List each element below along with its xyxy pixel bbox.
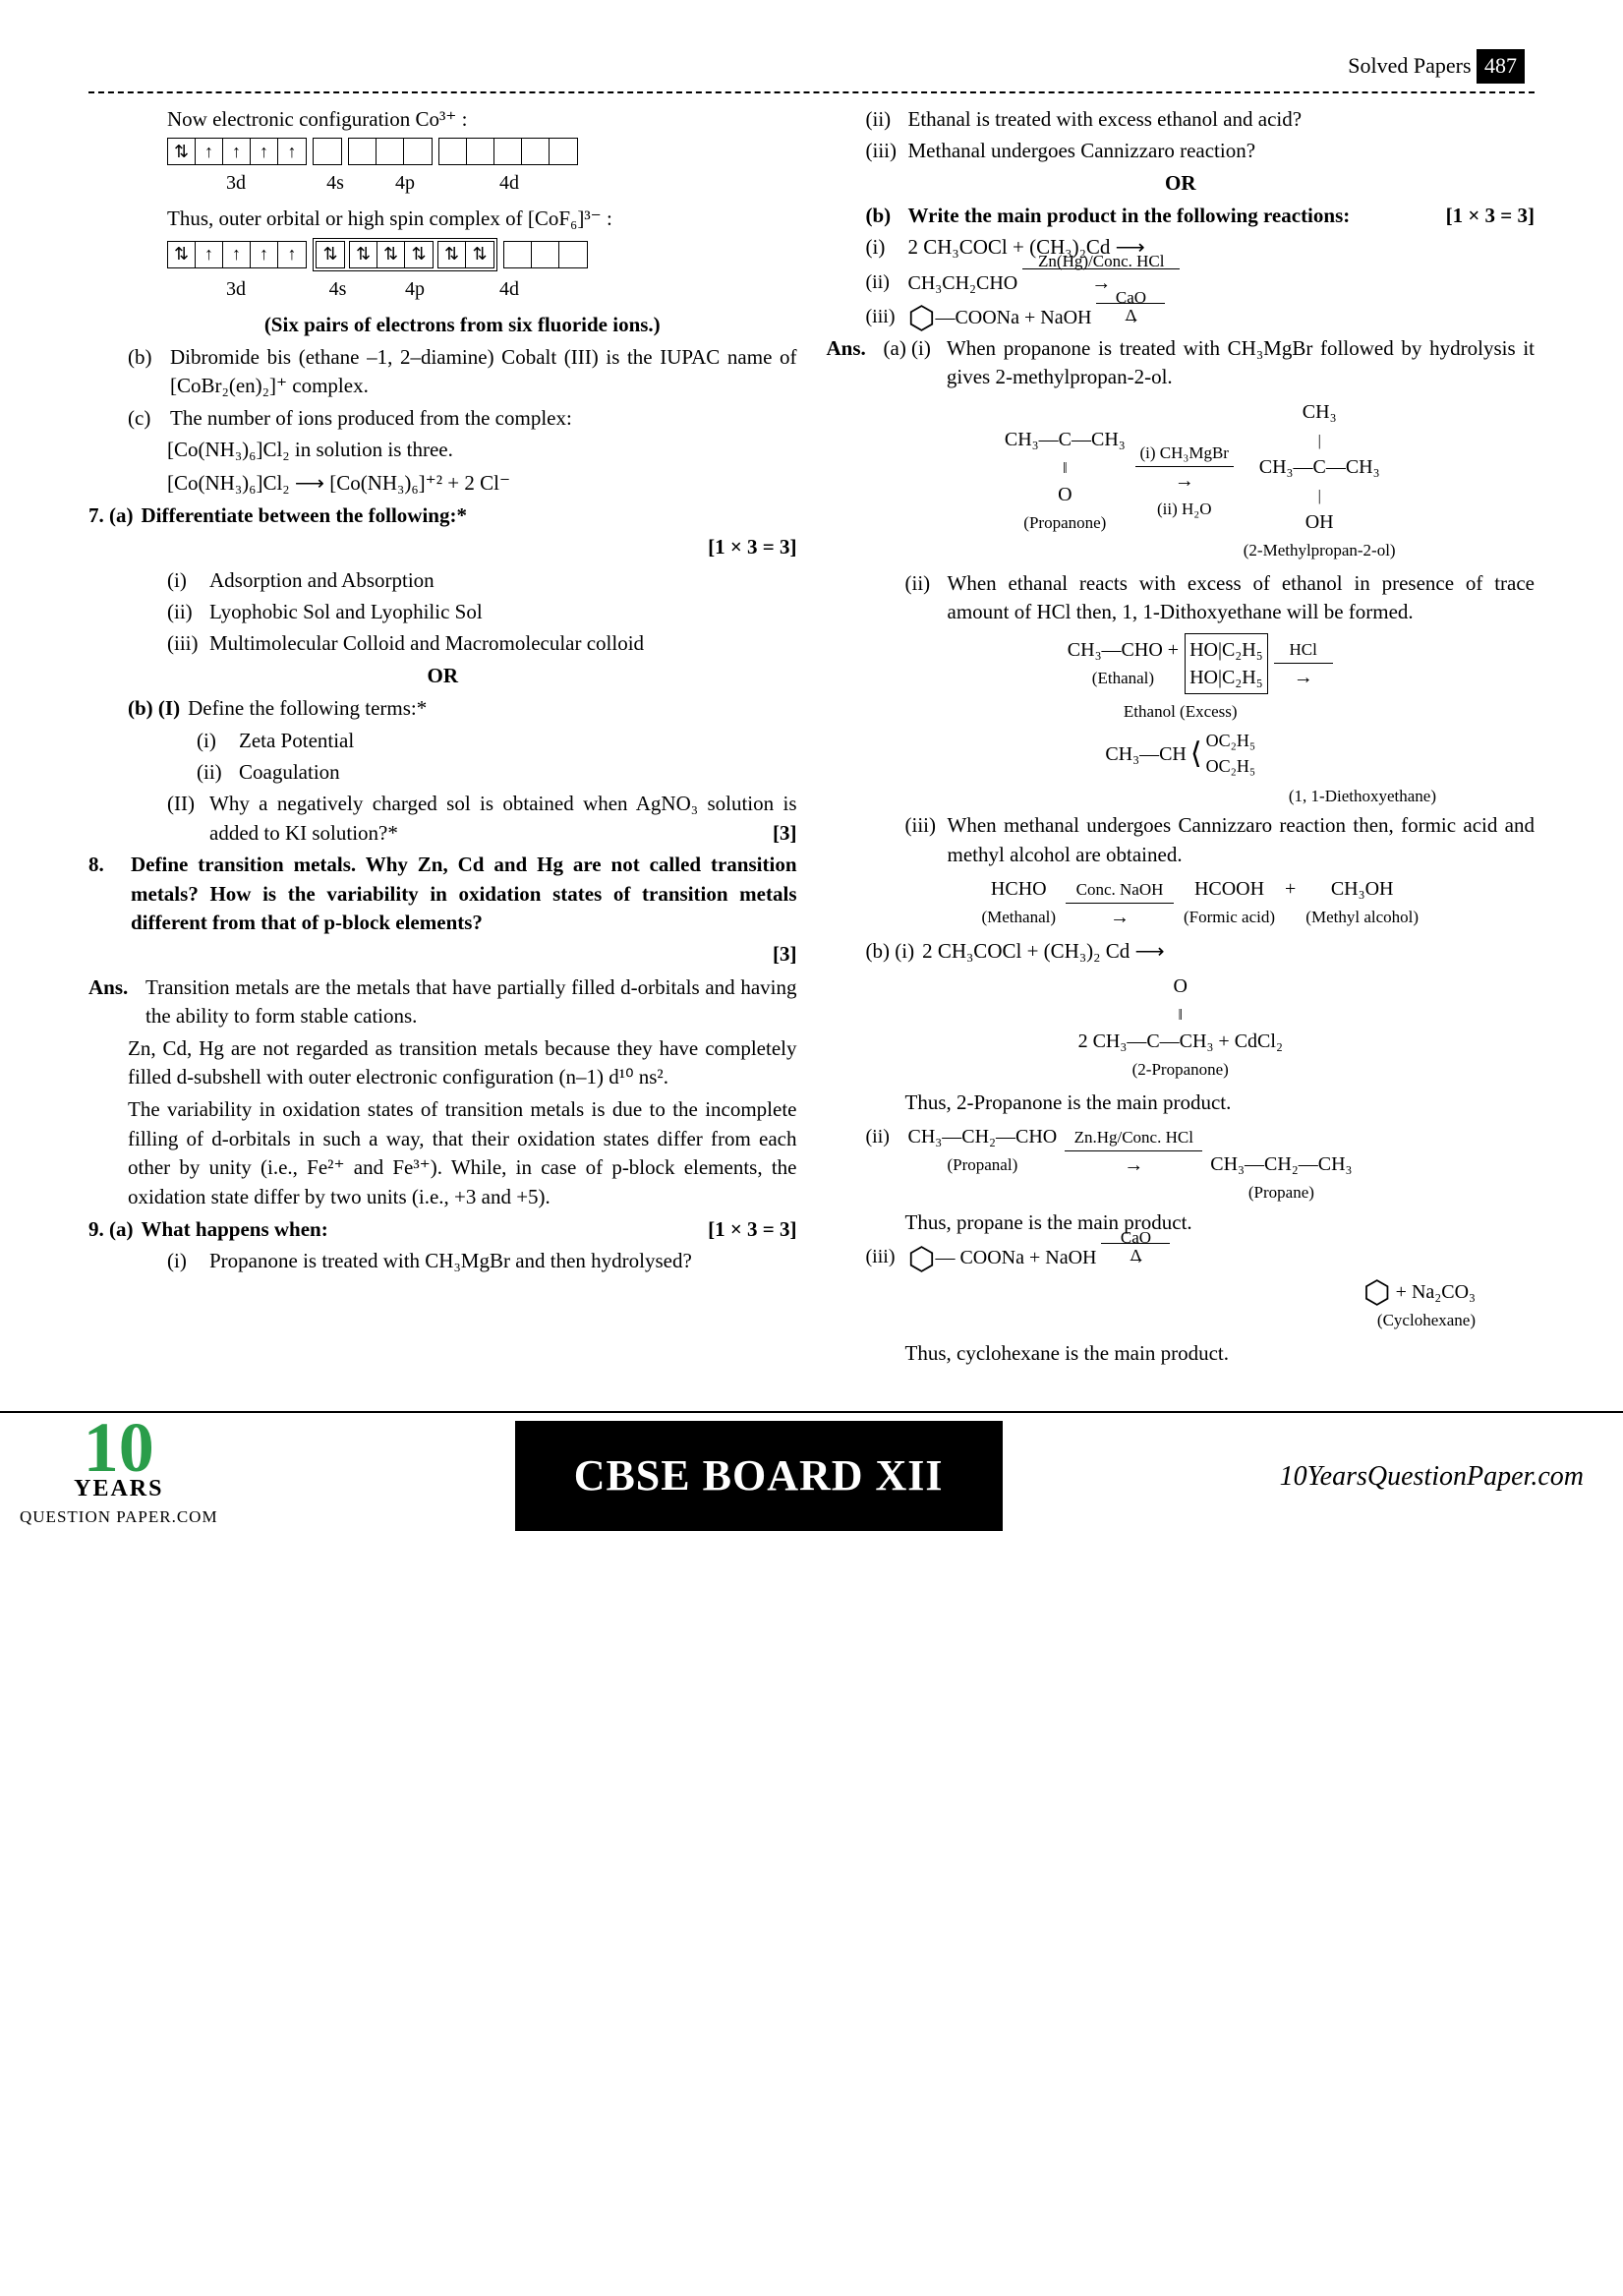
page-footer: 10 YEARS QUESTION PAPER.COM CBSE BOARD X…: [0, 1411, 1623, 1539]
hexagon-icon: ⬡: [908, 1247, 936, 1272]
spin-text: Thus, outer orbital or high spin complex…: [88, 205, 797, 233]
footer-years: YEARS: [20, 1473, 218, 1506]
q9b-ii: (ii) CH₃CH₂CHO Zn(Hg)/Conc. HCl→: [827, 268, 1536, 297]
dashed-separator: [88, 91, 1535, 93]
ans9b-i-prod: O ‖ 2 CH₃—C—CH₃ + CdCl₂ (2-Propanone): [827, 972, 1536, 1083]
ans9b-iii-prod: ⬡ + Na₂CO₃ (Cyclohexane): [827, 1278, 1536, 1333]
orbital-diagram-1: ⇅↑↑↑↑: [88, 138, 797, 165]
footer-website: 10YearsQuestionPaper.com: [1280, 1457, 1623, 1496]
ans9a-iii: (iii) When methanal undergoes Cannizzaro…: [827, 811, 1536, 869]
q9a-iii: (iii) Methanal undergoes Cannizzaro reac…: [827, 137, 1536, 165]
q8-marks: [3]: [88, 940, 797, 969]
page-number-badge: 487: [1477, 49, 1525, 84]
ans9a-ii-reaction: CH₃—CHO + (Ethanal) HO|C₂H₅ HO|C₂H₅ HCl …: [827, 633, 1536, 694]
q9b-i: (i) 2 CH₃COCl + (CH₃)₂Cd ⟶: [827, 233, 1536, 262]
ans9b-ii-conclusion: Thus, propane is the main product.: [827, 1208, 1536, 1237]
ans9a-iii-reaction: HCHO (Methanal) Conc. NaOH → HCOOH (Form…: [827, 875, 1536, 931]
hexagon-icon: ⬡: [908, 306, 936, 331]
page: Solved Papers 487 Now electronic configu…: [0, 0, 1623, 1372]
q7b-ii: (ii) Coagulation: [88, 758, 797, 787]
left-column: Now electronic configuration Co³⁺ : ⇅↑↑↑…: [88, 105, 797, 1372]
header-title: Solved Papers: [1348, 53, 1471, 78]
ethanol-excess: Ethanol (Excess): [827, 700, 1536, 724]
q7-iii: (iii) Multimolecular Colloid and Macromo…: [88, 629, 797, 658]
or-2: OR: [827, 169, 1536, 198]
ans9b-iii-conclusion: Thus, cyclohexane is the main product.: [827, 1339, 1536, 1368]
item-c-eq2: [Co(NH₃)₆]Cl₂ ⟶ [Co(NH₃)₆]⁺² + 2 Cl⁻: [88, 469, 797, 498]
orbital-labels-2: 3d 4s 4p 4d: [88, 275, 797, 303]
ans8-p2: Zn, Cd, Hg are not regarded as transitio…: [88, 1034, 797, 1092]
q7b-i: (i) Zeta Potential: [88, 727, 797, 755]
q8: 8. Define transition metals. Why Zn, Cd …: [88, 851, 797, 937]
or-1: OR: [88, 662, 797, 690]
intro-text: Now electronic configuration Co³⁺ :: [88, 105, 797, 134]
footer-ten: 10: [20, 1423, 218, 1472]
q7-marks: [1 × 3 = 3]: [88, 533, 797, 561]
ans9a-ii: (ii) When ethanal reacts with excess of …: [827, 569, 1536, 627]
q7-ii: (ii) Lyophobic Sol and Lyophilic Sol: [88, 598, 797, 626]
six-pairs-note: (Six pairs of electrons from six fluorid…: [88, 311, 797, 339]
q9b-iii: (iii) ⬡—COONa + NaOH CaO Δ→: [827, 303, 1536, 331]
q7-num: 7. (a): [88, 501, 134, 530]
q7: 7. (a) Differentiate between the followi…: [88, 501, 797, 530]
ans9: Ans. (a) (i) When propanone is treated w…: [827, 334, 1536, 392]
label-b: (b): [128, 343, 162, 401]
ans9b-iii: (iii) ⬡— COONa + NaOH CaO Δ→: [827, 1243, 1536, 1271]
q7b-II: (II) Why a negatively charged sol is obt…: [88, 790, 797, 848]
item-b: (b) Dibromide bis (ethane –1, 2–diamine)…: [88, 343, 797, 401]
q9a-ii: (ii) Ethanal is treated with excess etha…: [827, 105, 1536, 134]
orbital-diagram-2: ⇅↑↑↑↑ ⇅ ⇅⇅⇅ ⇅⇅: [88, 238, 797, 271]
footer-logo-left: 10 YEARS QUESTION PAPER.COM: [0, 1413, 238, 1539]
ans9a-ii-product: CH₃—CH ⟨ OC₂H₅ OC₂H₅: [827, 729, 1536, 778]
ans9a-i-reaction: CH₃—C—CH₃ ‖ O (Propanone) (i) CH₃MgBr → …: [827, 398, 1536, 563]
item-c-eq1: [Co(NH₃)₆]Cl₂ in solution is three.: [88, 436, 797, 464]
ans8: Ans. Transition metals are the metals th…: [88, 973, 797, 1031]
ans9b-ii: (ii) CH₃—CH₂—CHO (Propanal) Zn.Hg/Conc. …: [827, 1123, 1536, 1206]
page-header: Solved Papers 487: [88, 49, 1535, 84]
q9: 9. (a) What happens when: [1 × 3 = 3]: [88, 1215, 797, 1244]
ans9b-i-conclusion: Thus, 2-Propanone is the main product.: [827, 1089, 1536, 1117]
q9a-i: (i) Propanone is treated with CH₃MgBr an…: [88, 1247, 797, 1275]
item-c: (c) The number of ions produced from the…: [88, 404, 797, 433]
footer-qp: QUESTION PAPER.COM: [20, 1505, 218, 1529]
q7b: (b) (I) Define the following terms:*: [88, 694, 797, 723]
hexagon-icon: ⬡: [1363, 1280, 1391, 1306]
q9b: (b) Write the main product in the follow…: [827, 202, 1536, 230]
right-column: (ii) Ethanal is treated with excess etha…: [827, 105, 1536, 1372]
content-columns: Now electronic configuration Co³⁺ : ⇅↑↑↑…: [88, 105, 1535, 1372]
orbital-labels-1: 3d 4s 4p 4d: [88, 169, 797, 197]
label-c: (c): [128, 404, 162, 433]
diethoxy-label: (1, 1-Diethoxyethane): [827, 785, 1536, 808]
q7-i: (i) Adsorption and Absorption: [88, 566, 797, 595]
footer-title-bar: CBSE BOARD XII: [515, 1421, 1003, 1531]
ans8-p3: The variability in oxidation states of t…: [88, 1095, 797, 1211]
ans9b-i: (b) (i) 2 CH₃COCl + (CH₃)₂ Cd ⟶: [827, 937, 1536, 966]
